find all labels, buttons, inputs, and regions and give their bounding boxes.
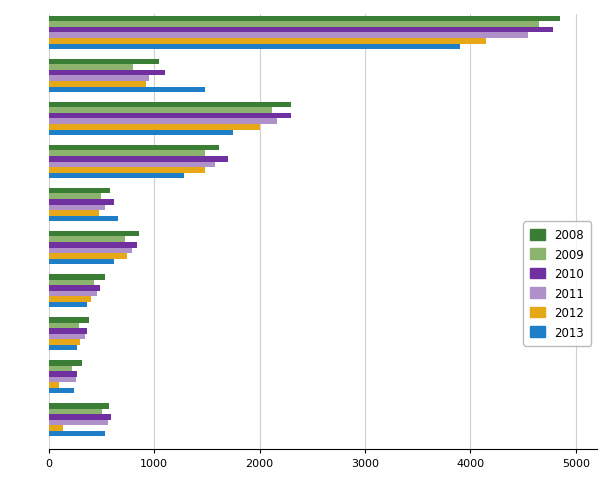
Bar [49, 317, 89, 323]
Bar [49, 243, 137, 248]
Bar [49, 377, 76, 383]
Bar [49, 403, 109, 409]
Bar [49, 371, 77, 377]
Bar [49, 334, 85, 340]
Bar [49, 173, 184, 179]
Bar [49, 205, 105, 211]
Bar [49, 44, 460, 50]
Bar [49, 28, 552, 33]
Bar [49, 119, 278, 125]
Bar [49, 76, 149, 82]
Bar [49, 102, 291, 108]
Bar [49, 248, 132, 254]
Bar [49, 125, 259, 130]
Bar [49, 426, 63, 431]
Bar [49, 280, 94, 285]
Bar [49, 259, 114, 265]
Bar [49, 145, 219, 151]
Bar [49, 82, 146, 87]
Bar [49, 431, 105, 437]
Bar [49, 151, 205, 157]
Bar [49, 65, 133, 71]
Bar [49, 188, 110, 194]
Bar [49, 237, 125, 243]
Bar [49, 71, 164, 76]
Bar [49, 157, 228, 162]
Bar [49, 323, 79, 328]
Legend: 2008, 2009, 2010, 2011, 2012, 2013: 2008, 2009, 2010, 2011, 2012, 2013 [523, 222, 591, 346]
Bar [49, 130, 233, 136]
Bar [49, 60, 160, 65]
Bar [49, 328, 86, 334]
Bar [49, 162, 215, 168]
Bar [49, 409, 102, 414]
Bar [49, 114, 291, 119]
Bar [49, 108, 272, 114]
Bar [49, 39, 486, 44]
Bar [49, 274, 105, 280]
Bar [49, 254, 127, 259]
Bar [49, 194, 102, 200]
Bar [49, 211, 99, 216]
Bar [49, 17, 560, 22]
Bar [49, 87, 205, 93]
Bar [49, 216, 118, 222]
Bar [49, 231, 139, 237]
Bar [49, 366, 72, 371]
Bar [49, 285, 100, 291]
Bar [49, 420, 108, 426]
Bar [49, 200, 114, 205]
Bar [49, 168, 205, 173]
Bar [49, 345, 77, 351]
Bar [49, 33, 528, 39]
Bar [49, 340, 80, 345]
Bar [49, 360, 82, 366]
Bar [49, 388, 74, 394]
Bar [49, 297, 91, 302]
Bar [49, 414, 111, 420]
Bar [49, 302, 86, 308]
Bar [49, 383, 59, 388]
Bar [49, 22, 539, 28]
Bar [49, 291, 97, 297]
